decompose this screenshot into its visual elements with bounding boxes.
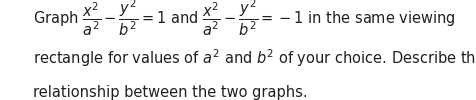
Text: rectangle for values of $a^2$ and $b^2$ of your choice. Describe the: rectangle for values of $a^2$ and $b^2$ … [33,47,476,69]
Text: relationship between the two graphs.: relationship between the two graphs. [33,86,307,100]
Text: Graph $\dfrac{x^2}{a^2} - \dfrac{y^2}{b^2} = 1$ and $\dfrac{x^2}{a^2} - \dfrac{y: Graph $\dfrac{x^2}{a^2} - \dfrac{y^2}{b^… [33,0,455,38]
